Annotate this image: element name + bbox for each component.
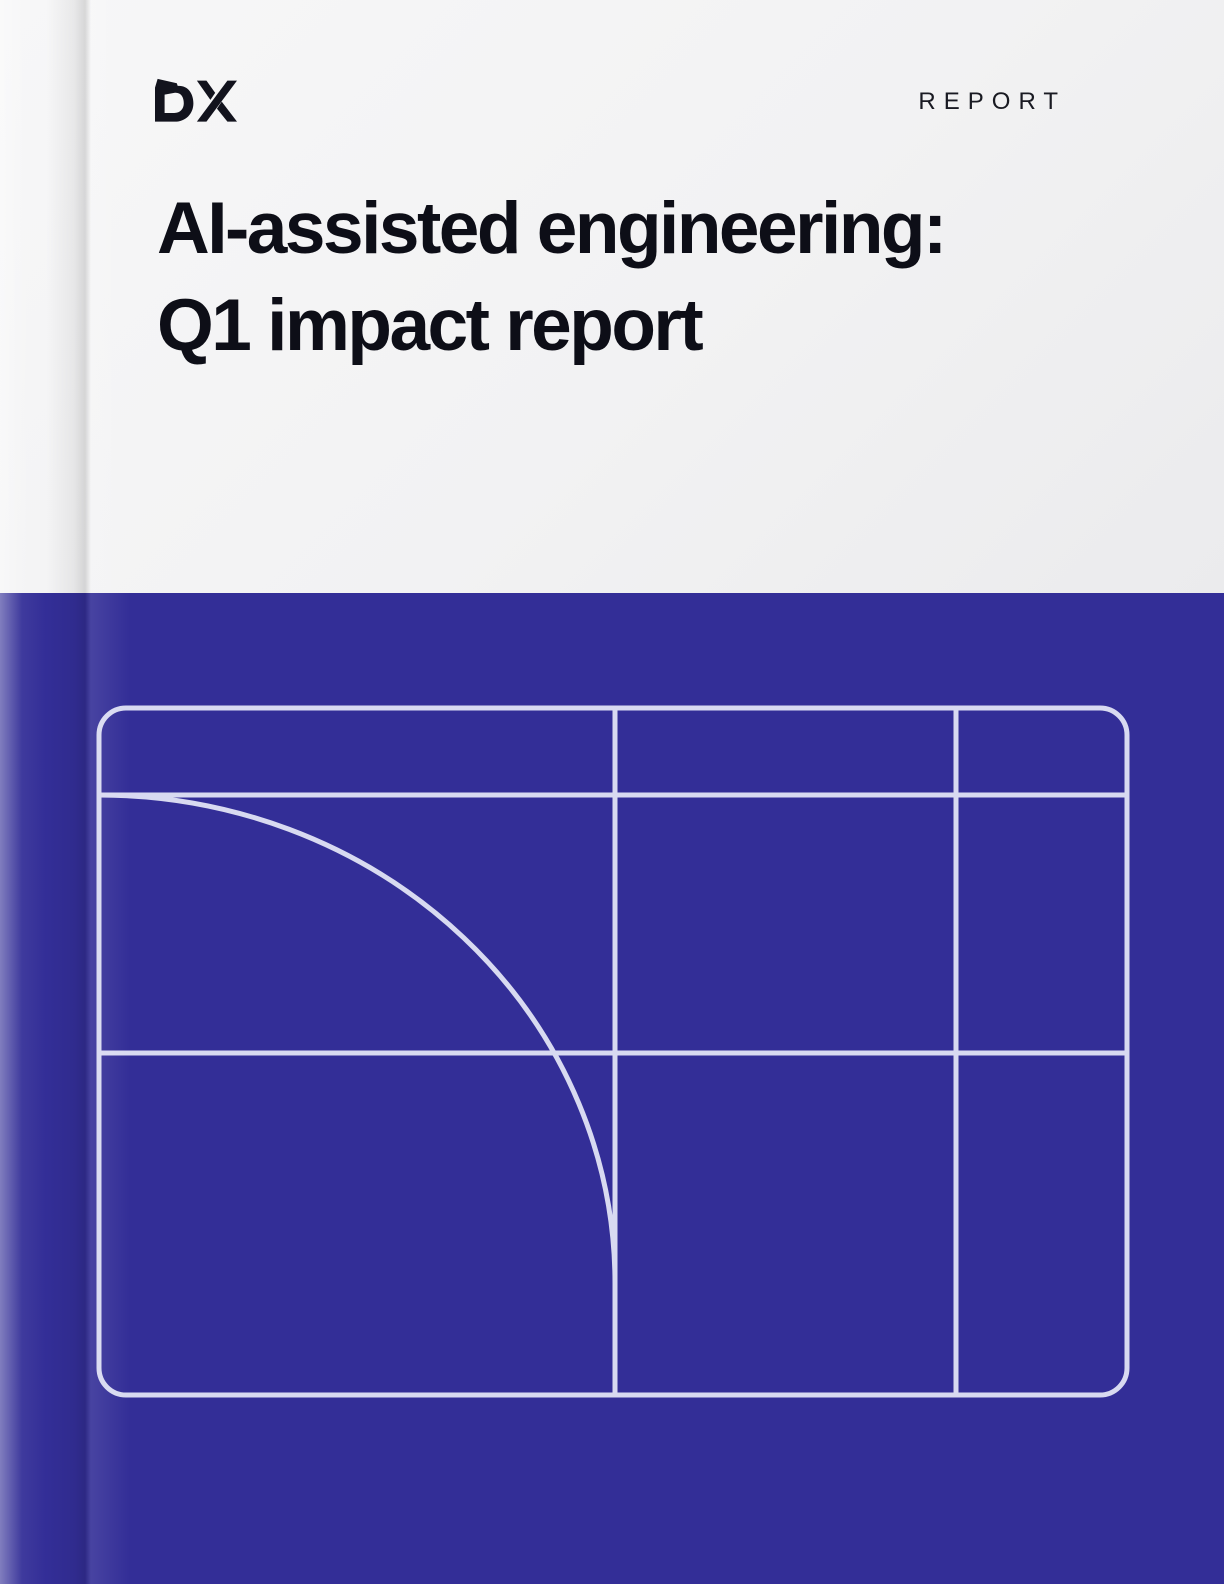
grid-quarter-arc-graphic [0,593,1224,1584]
title-line-2: Q1 impact report [157,285,704,366]
dx-logo-icon [155,76,237,122]
quarter-circle-curve [98,792,618,1284]
title-line-1: AI-assisted engineering: [157,188,947,269]
cover-top-section [0,0,1224,593]
report-tag: REPORT [918,88,1066,115]
logo-letter-d [155,78,194,122]
logo-letter-x-slash [196,80,237,122]
page-title: AI-assisted engineering: Q1 impact repor… [157,180,1107,374]
logo-letter-x-lower-arm [216,101,237,122]
logo-letter-x-stub [196,80,216,100]
cover-bottom-section [0,593,1224,1584]
